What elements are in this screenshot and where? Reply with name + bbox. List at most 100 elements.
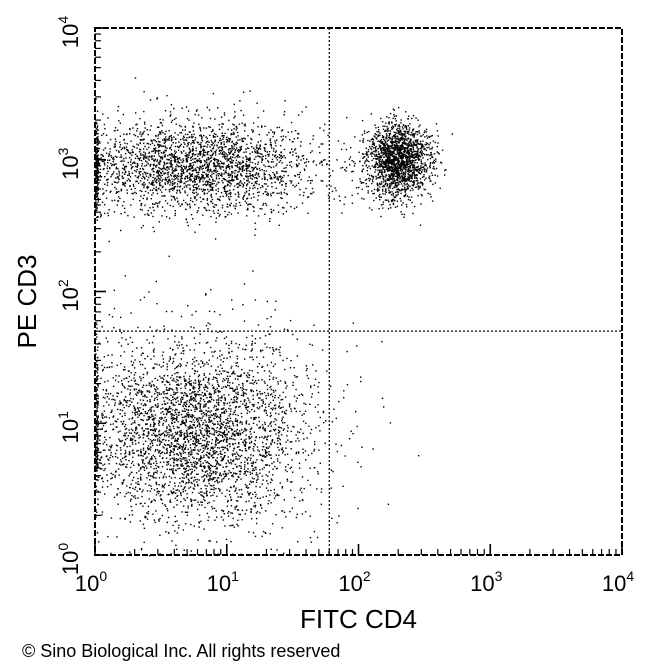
scatter-point-pop2 [392,155,395,158]
scatter-point-pop2 [406,206,408,208]
scatter-point-pop1 [98,147,101,150]
scatter-point-pop1 [179,165,181,168]
scatter-point-pop2 [420,147,422,149]
scatter-point-pop1 [248,203,250,205]
scatter-point-pop1 [209,175,212,177]
scatter-point-pop1 [210,169,212,172]
scatter-point-pop1 [228,193,230,195]
scatter-point-pop2 [392,151,394,153]
scatter-point-pop1 [230,173,232,176]
scatter-point-pop1 [245,190,248,192]
scatter-point-pop1 [257,126,259,128]
scatter-point-pop2 [383,144,385,147]
scatter-point-pop1 [166,169,168,171]
scatter-point-pop3 [230,342,233,345]
scatter-point-pop1 [245,175,247,177]
scatter-point-pop2 [394,144,396,146]
scatter-point-pop1 [232,131,235,134]
scatter-point-pop1 [203,171,206,174]
scatter-point-pop1 [235,199,237,201]
scatter-point-pop2 [413,182,415,184]
scatter-point-pop1 [258,152,260,154]
scatter-point-pop1 [186,177,189,179]
scatter-point-pop3 [251,370,253,372]
scatter-point-pop1 [124,167,126,169]
scatter-point-pop1 [140,195,142,197]
scatter-point-pop1 [228,119,230,122]
scatter-point-pop2 [372,142,375,145]
scatter-point-pop1 [133,216,135,218]
scatter-point-pop3 [129,452,131,454]
scatter-point-pop1 [270,211,273,214]
scatter-point-pop2 [401,175,403,177]
scatter-point-pop1 [200,134,202,136]
scatter-point-pop1 [234,111,236,113]
scatter-point-pop2 [402,141,404,144]
scatter-point-pop2 [366,170,368,172]
scatter-point-pop1 [99,158,101,160]
scatter-point-pop1 [198,168,200,170]
scatter-point-pop1 [219,149,222,152]
scatter-point-pop2 [415,144,417,147]
scatter-point-pop1 [128,151,130,153]
scatter-point-pop1 [170,163,172,166]
scatter-point-pop2 [399,126,401,128]
scatter-point-pop2 [396,205,398,208]
scatter-point-pop1 [168,191,171,193]
scatter-point-pop1 [248,181,251,183]
scatter-point-pop2 [382,207,384,209]
scatter-point-pop1 [100,213,102,215]
scatter-point-pop3 [236,500,239,502]
scatter-point-pop2 [387,152,390,154]
scatter-point-pop1 [265,193,268,196]
scatter-point-pop3 [213,351,215,353]
scatter-point-pop1 [144,152,147,154]
scatter-point-pop1 [132,151,134,153]
scatter-point-pop2 [417,157,419,159]
scatter-point-pop2 [401,146,403,149]
scatter-point-pop2 [430,135,432,137]
scatter-point-pop1 [248,193,250,195]
scatter-point-pop1 [144,190,147,193]
scatter-point-pop2 [391,160,393,162]
scatter-point-pop1 [199,154,201,156]
scatter-point-pop3 [157,388,159,390]
scatter-point-pop3 [177,427,179,429]
scatter-point-pop2 [365,182,367,185]
scatter-point-pop1 [277,204,279,206]
scatter-point-pop1 [236,183,238,185]
scatter-point-pop2 [386,157,389,160]
scatter-point-pop1 [179,175,181,177]
scatter-point-pop2 [375,163,377,166]
scatter-point-pop3 [227,381,229,384]
scatter-point-pop1 [211,173,213,175]
scatter-point-pop1 [111,174,113,176]
scatter-point-pop2 [412,135,414,137]
scatter-point-pop2 [382,168,384,170]
scatter-point-pop1 [176,183,179,185]
scatter-point-pop1 [238,166,241,168]
scatter-point-pop1 [277,179,279,181]
scatter-point-pop2 [400,122,402,124]
scatter-point-pop1 [201,140,204,142]
scatter-point-pop1 [281,139,283,142]
scatter-point-pop3 [137,384,140,386]
scatter-point-pop1 [351,179,353,182]
scatter-point-pop2 [389,148,391,150]
scatter-point-pop3 [275,412,277,415]
scatter-point-pop1 [98,176,100,178]
scatter-point-pop2 [416,146,418,148]
scatter-point-pop2 [382,136,385,139]
scatter-point-pop1 [155,134,157,137]
scatter-point-pop2 [386,152,388,154]
scatter-point-pop1 [239,139,241,141]
scatter-point-pop1 [157,137,159,140]
scatter-point-pop3 [156,406,158,408]
scatter-point-pop1 [234,176,236,178]
scatter-point-pop2 [386,116,388,118]
scatter-point-pop2 [402,168,404,170]
scatter-point-pop1 [161,130,163,132]
scatter-point-pop2 [405,155,408,157]
scatter-point-pop1 [250,174,252,177]
scatter-point-pop1 [156,205,159,207]
